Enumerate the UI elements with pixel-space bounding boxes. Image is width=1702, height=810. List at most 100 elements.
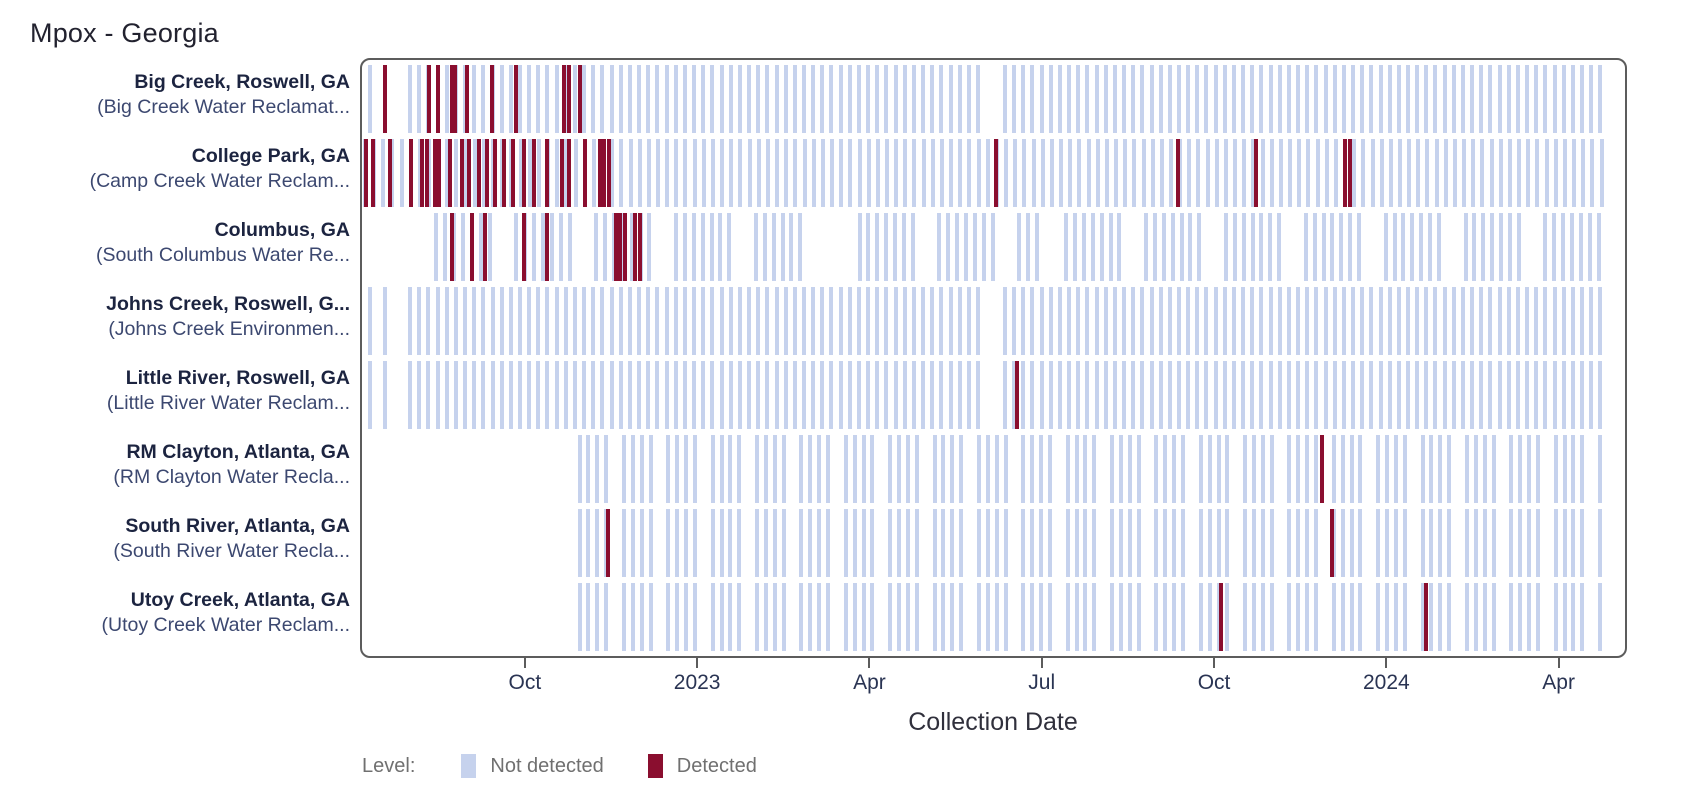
not-detected-bar [1083, 435, 1088, 503]
not-detected-bar [1081, 213, 1086, 281]
not-detected-bar [728, 287, 733, 355]
not-detected-bar [1376, 509, 1381, 577]
not-detected-bar [1482, 583, 1487, 651]
not-detected-bar [1397, 139, 1402, 207]
site-label-block: Columbus, GA (South Columbus Water Re... [14, 218, 350, 268]
not-detected-bar [692, 287, 697, 355]
not-detected-bar [435, 361, 440, 429]
not-detected-bar [1017, 213, 1022, 281]
not-detected-bar [1420, 435, 1425, 503]
not-detected-bar [1039, 361, 1044, 429]
not-detected-bar [1452, 139, 1457, 207]
not-detected-bar [1288, 139, 1293, 207]
not-detected-bar [1570, 287, 1575, 355]
not-detected-bar [1580, 287, 1585, 355]
not-detected-bar [1039, 435, 1043, 503]
not-detected-bar [948, 287, 953, 355]
not-detected-bar [901, 213, 906, 281]
not-detected-bar [921, 139, 926, 207]
not-detected-bar [453, 287, 458, 355]
not-detected-bar [1361, 139, 1366, 207]
not-detected-bar [1314, 65, 1319, 133]
not-detected-bar [811, 65, 816, 133]
not-detected-bar [1242, 139, 1247, 207]
not-detected-bar [1057, 361, 1062, 429]
not-detected-bar [472, 139, 477, 207]
site-row [362, 509, 1625, 577]
not-detected-bar [1144, 213, 1149, 281]
not-detected-bar [1252, 509, 1256, 577]
not-detected-bar [1057, 287, 1062, 355]
not-detected-bar [665, 139, 670, 207]
not-detected-bar [536, 139, 541, 207]
not-detected-bar [1589, 361, 1594, 429]
not-detected-bar [487, 213, 492, 281]
not-detected-bar [1562, 583, 1567, 651]
not-detected-bar [930, 139, 935, 207]
not-detected-bar [1012, 361, 1017, 429]
not-detected-bar [1251, 139, 1256, 207]
not-detected-bar [1351, 65, 1356, 133]
not-detected-bar [1286, 361, 1291, 429]
not-detected-bar [630, 509, 635, 577]
not-detected-bar [902, 361, 907, 429]
not-detected-bar [1572, 139, 1577, 207]
not-detected-bar [1136, 435, 1141, 503]
not-detected-bar [1491, 435, 1496, 503]
not-detected-bar [646, 287, 651, 355]
not-detected-bar [1489, 139, 1494, 207]
not-detected-bar [753, 213, 758, 281]
not-detected-bar [463, 287, 468, 355]
site-name: Little River, Roswell, GA [125, 367, 350, 389]
legend: Level: Not detected Detected [362, 754, 757, 778]
detected-bar [483, 213, 488, 281]
not-detected-bar [675, 509, 680, 577]
not-detected-bar [1543, 287, 1548, 355]
not-detected-bar [1021, 287, 1026, 355]
not-detected-bar [905, 435, 910, 503]
not-detected-bar [1195, 287, 1200, 355]
not-detected-bar [1396, 65, 1401, 133]
not-detected-bar [572, 65, 577, 133]
not-detected-bar [1094, 361, 1099, 429]
not-detected-bar [454, 139, 459, 207]
not-detected-bar [1204, 287, 1209, 355]
chart-title: Mpox - Georgia [30, 18, 219, 48]
not-detected-bar [1323, 361, 1328, 429]
not-detected-bar [801, 65, 806, 133]
not-detected-bar [1141, 139, 1146, 207]
not-detected-bar [801, 361, 806, 429]
not-detected-bar [719, 435, 724, 503]
not-detected-bar [1176, 361, 1181, 429]
not-detected-bar [655, 287, 660, 355]
not-detected-bar [728, 435, 733, 503]
not-detected-bar [564, 139, 569, 207]
not-detected-bar [445, 139, 450, 207]
not-detected-bar [1030, 509, 1035, 577]
detected-bar [470, 213, 475, 281]
not-detected-bar [1214, 139, 1219, 207]
not-detected-bar [1150, 139, 1155, 207]
not-detected-bar [655, 139, 660, 207]
not-detected-bar [582, 287, 587, 355]
not-detected-bar [829, 65, 834, 133]
not-detected-bar [540, 213, 545, 281]
not-detected-bar [1065, 583, 1070, 651]
detected-bar [425, 139, 430, 207]
not-detected-bar [1526, 139, 1531, 207]
not-detected-bar [1268, 287, 1273, 355]
not-detected-bar [1314, 509, 1319, 577]
not-detected-bar [774, 287, 779, 355]
not-detected-bar [897, 435, 902, 503]
not-detected-bar [1277, 287, 1282, 355]
not-detected-bar [1223, 213, 1228, 281]
not-detected-bar [1518, 583, 1523, 651]
not-detected-bar [1021, 509, 1026, 577]
not-detected-bar [885, 139, 889, 207]
not-detected-bar [549, 213, 554, 281]
not-detected-bar [1433, 65, 1438, 133]
not-detected-bar [582, 65, 587, 133]
site-label-block: South River, Atlanta, GA (South River Wat… [14, 514, 350, 564]
not-detected-bar [701, 139, 706, 207]
not-detected-bar [1509, 435, 1514, 503]
